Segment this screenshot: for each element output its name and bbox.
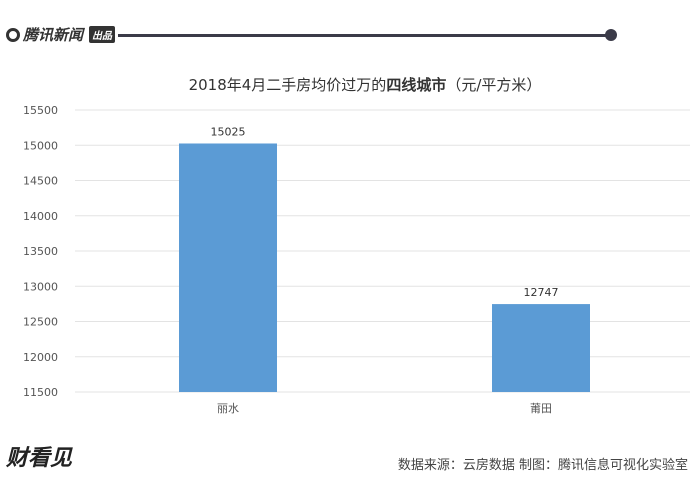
- y-tick-label: 14500: [23, 175, 58, 188]
- y-tick-label: 13000: [23, 280, 58, 293]
- chart-title-main: 2018年4月二手房均价过万的: [189, 76, 387, 94]
- x-tick-label: 莆田: [530, 402, 552, 415]
- bar: [179, 143, 277, 392]
- tencent-news-logo: 腾讯新闻 出品: [6, 24, 116, 45]
- bar-chart: 2018年4月二手房均价过万的四线城市（元/平方米） 11500 12000 125…: [23, 76, 690, 415]
- footer-logo-text: 财看见: [6, 446, 73, 471]
- x-tick-label: 丽水: [217, 402, 239, 415]
- header-dot: [605, 29, 617, 41]
- y-tick-label: 15500: [23, 104, 58, 117]
- brand-name: 腾讯新闻: [23, 26, 84, 44]
- data-source: 数据来源：云房数据 制图：腾讯信息可视化实验室: [397, 458, 688, 473]
- bar: [492, 304, 590, 392]
- tencent-logo-icon: [6, 27, 20, 42]
- y-tick-label: 11500: [23, 386, 58, 399]
- y-tick-label: 13500: [23, 245, 58, 258]
- header: 腾讯新闻 出品: [0, 22, 700, 48]
- chart-title: 2018年4月二手房均价过万的四线城市（元/平方米）: [189, 76, 542, 94]
- chart-title-bold: 四线城市: [386, 76, 446, 94]
- y-tick-label: 12500: [23, 316, 58, 329]
- header-divider: [118, 34, 608, 37]
- y-tick-label: 14000: [23, 210, 58, 223]
- data-label: 12747: [524, 286, 559, 299]
- y-tick-label: 15000: [23, 139, 58, 152]
- caikanjian-logo: 财看见: [6, 440, 72, 472]
- y-tick-label: 12000: [23, 351, 58, 364]
- brand-badge: 出品: [89, 26, 116, 43]
- chart-title-unit: （元/平方米）: [446, 76, 541, 94]
- data-label: 15025: [211, 125, 246, 138]
